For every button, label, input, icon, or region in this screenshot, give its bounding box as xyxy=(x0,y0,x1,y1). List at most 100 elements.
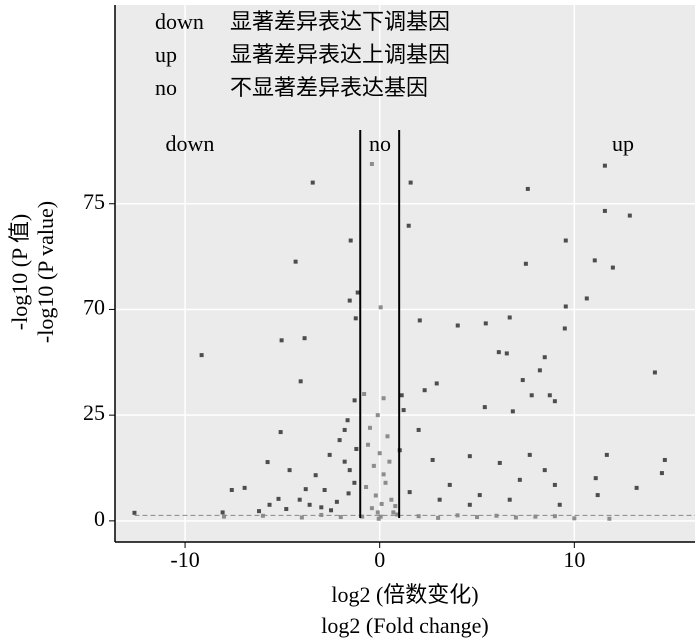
point xyxy=(389,497,394,502)
y-tick-label: 75 xyxy=(83,189,105,214)
legend-key: down xyxy=(155,9,204,34)
point xyxy=(584,296,589,301)
y-axis-title: -log10 (P value) xyxy=(33,201,58,343)
point xyxy=(595,493,600,498)
point xyxy=(467,502,472,507)
point xyxy=(497,460,502,465)
point xyxy=(377,451,382,456)
point xyxy=(278,430,283,435)
x-tick-label: 0 xyxy=(374,547,385,572)
y-tick-label: 70 xyxy=(83,294,105,319)
point xyxy=(327,452,332,457)
point xyxy=(407,490,412,495)
point xyxy=(406,223,411,228)
point xyxy=(383,480,388,485)
point xyxy=(297,497,302,502)
point xyxy=(360,514,365,519)
point xyxy=(298,379,303,384)
point xyxy=(507,497,512,502)
point xyxy=(652,370,657,375)
y-tick-label: 25 xyxy=(83,400,105,425)
point xyxy=(287,468,292,473)
point xyxy=(362,392,367,397)
point xyxy=(352,480,357,485)
point xyxy=(385,434,390,439)
point xyxy=(375,413,380,418)
point xyxy=(430,457,435,462)
point xyxy=(662,457,667,462)
point xyxy=(376,516,381,521)
point xyxy=(517,477,522,482)
point xyxy=(265,460,270,465)
point xyxy=(387,459,392,464)
point xyxy=(607,516,612,521)
point xyxy=(557,502,562,507)
point xyxy=(401,408,406,413)
point xyxy=(510,409,515,414)
point xyxy=(364,485,369,490)
point xyxy=(552,482,557,487)
point xyxy=(310,180,315,185)
point xyxy=(229,487,234,492)
legend-key: up xyxy=(155,42,177,67)
point xyxy=(345,418,350,423)
plot-panel xyxy=(115,5,695,542)
point xyxy=(242,485,247,490)
point xyxy=(552,514,557,519)
point xyxy=(267,502,272,507)
y-axis-title: -log10 (P 值) xyxy=(7,214,32,331)
point xyxy=(523,261,528,266)
point xyxy=(659,471,664,476)
point xyxy=(366,442,371,447)
point xyxy=(355,290,360,295)
point xyxy=(371,463,376,468)
point xyxy=(381,396,386,401)
point xyxy=(436,515,441,520)
point xyxy=(572,516,577,521)
point xyxy=(319,505,324,510)
point xyxy=(299,515,304,520)
point xyxy=(334,499,339,504)
point xyxy=(367,425,372,430)
point xyxy=(369,161,374,166)
point xyxy=(378,305,383,310)
x-axis-title: log2 (Fold change) xyxy=(321,613,488,638)
point xyxy=(302,336,307,341)
point xyxy=(496,350,501,355)
point xyxy=(477,493,482,498)
point xyxy=(352,398,357,403)
point xyxy=(391,510,396,515)
point xyxy=(610,265,615,270)
legend-key: no xyxy=(155,75,177,100)
point xyxy=(416,427,421,432)
x-tick-label: 10 xyxy=(563,547,585,572)
point xyxy=(422,388,427,393)
legend-text: 显著差异表达上调基因 xyxy=(230,42,450,67)
point xyxy=(307,502,312,507)
point xyxy=(542,355,547,360)
marks xyxy=(132,130,695,521)
point xyxy=(284,507,289,512)
point xyxy=(533,514,538,519)
region-label: down xyxy=(166,131,215,156)
point xyxy=(329,508,334,513)
point xyxy=(563,304,568,309)
point xyxy=(347,468,352,473)
point xyxy=(483,321,488,326)
point xyxy=(381,472,386,477)
point xyxy=(346,491,351,496)
point xyxy=(378,514,383,519)
point xyxy=(434,381,439,386)
legend-text: 显著差异表达下调基因 xyxy=(230,9,450,34)
point xyxy=(537,368,542,373)
point xyxy=(562,326,567,331)
point xyxy=(527,452,532,457)
point xyxy=(313,473,318,478)
point xyxy=(379,501,384,506)
point xyxy=(375,510,380,515)
point xyxy=(279,338,284,343)
point xyxy=(342,427,347,432)
point xyxy=(347,298,352,303)
